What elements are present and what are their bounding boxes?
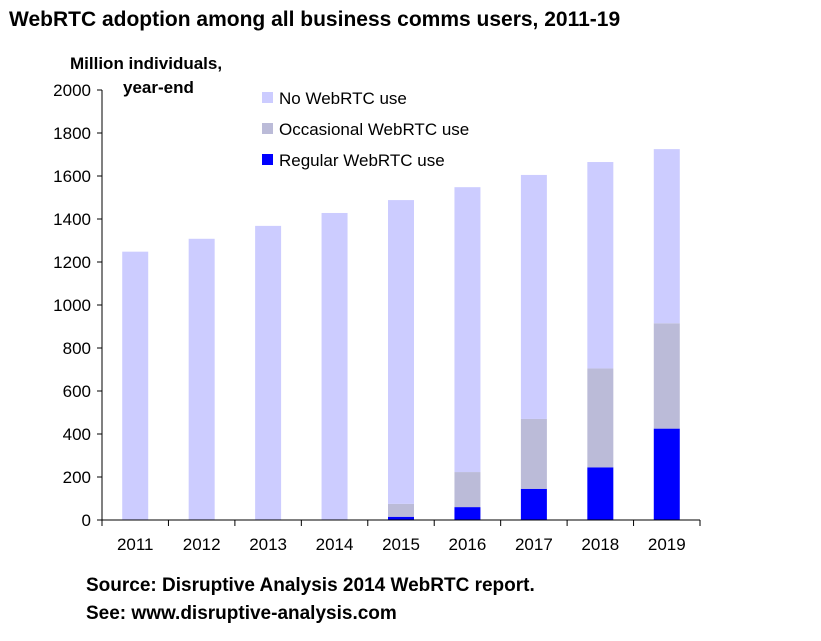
legend-label-regular-webrtc-use: Regular WebRTC use <box>279 151 445 170</box>
bar-no-webrtc-use-2016 <box>454 187 481 473</box>
y-tick-label: 1000 <box>53 296 91 315</box>
y-tick-label: 0 <box>82 511 91 530</box>
bar-occasional-webrtc-use-2019 <box>653 323 680 429</box>
bar-no-webrtc-use-2018 <box>587 162 614 369</box>
bar-occasional-webrtc-use-2017 <box>520 418 547 489</box>
chart-title: WebRTC adoption among all business comms… <box>9 8 621 31</box>
bar-no-webrtc-use-2012 <box>188 238 215 520</box>
y-tick-label: 2000 <box>53 81 91 100</box>
bar-regular-webrtc-use-2017 <box>520 488 547 520</box>
y-tick-label: 1400 <box>53 210 91 229</box>
legend-label-occasional-webrtc-use: Occasional WebRTC use <box>279 120 469 139</box>
x-tick-label-2011: 2011 <box>117 535 154 554</box>
y-tick-label: 1200 <box>53 253 91 272</box>
x-tick-label-2016: 2016 <box>449 535 487 554</box>
y-tick-label: 200 <box>63 468 91 487</box>
bar-no-webrtc-use-2017 <box>520 174 547 419</box>
source-line-2: See: www.disruptive-analysis.com <box>86 603 397 624</box>
y-axis-label-line2: year-end <box>123 78 194 97</box>
x-tick-label-2013: 2013 <box>249 535 287 554</box>
x-tick-label-2012: 2012 <box>183 535 221 554</box>
y-tick-label: 400 <box>63 425 91 444</box>
x-tick-label-2017: 2017 <box>515 535 553 554</box>
legend-label-no-webrtc-use: No WebRTC use <box>279 89 407 108</box>
source-line-1: Source: Disruptive Analysis 2014 WebRTC … <box>86 575 535 596</box>
bar-no-webrtc-use-2015 <box>388 200 414 504</box>
bar-regular-webrtc-use-2018 <box>587 467 614 520</box>
y-tick-label: 600 <box>63 382 91 401</box>
bar-no-webrtc-use-2019 <box>653 149 680 324</box>
legend-swatch-occasional-webrtc-use <box>262 123 273 134</box>
source-note: Source: Disruptive Analysis 2014 WebRTC … <box>86 572 535 628</box>
legend-swatch-regular-webrtc-use <box>262 154 273 165</box>
bar-no-webrtc-use-2011 <box>122 251 149 520</box>
y-axis-label-line1: Million individuals, <box>70 54 223 73</box>
x-tick-label-2018: 2018 <box>581 535 619 554</box>
bar-regular-webrtc-use-2016 <box>454 507 481 520</box>
bar-no-webrtc-use-2013 <box>255 225 282 520</box>
legend-swatch-no-webrtc-use <box>262 92 273 103</box>
bar-no-webrtc-use-2014 <box>321 212 348 521</box>
x-tick-label-2019: 2019 <box>648 535 686 554</box>
bar-occasional-webrtc-use-2015 <box>388 503 414 517</box>
bar-regular-webrtc-use-2019 <box>653 428 680 520</box>
y-axis-label: Million individuals, year-end <box>70 52 222 100</box>
bar-regular-webrtc-use-2015 <box>388 516 414 520</box>
x-tick-label-2015: 2015 <box>382 535 420 554</box>
y-tick-label: 1800 <box>53 124 91 143</box>
y-tick-label: 1600 <box>53 167 91 186</box>
bar-occasional-webrtc-use-2018 <box>587 368 614 468</box>
x-tick-label-2014: 2014 <box>316 535 354 554</box>
bar-occasional-webrtc-use-2016 <box>454 472 481 508</box>
y-tick-label: 800 <box>63 339 91 358</box>
